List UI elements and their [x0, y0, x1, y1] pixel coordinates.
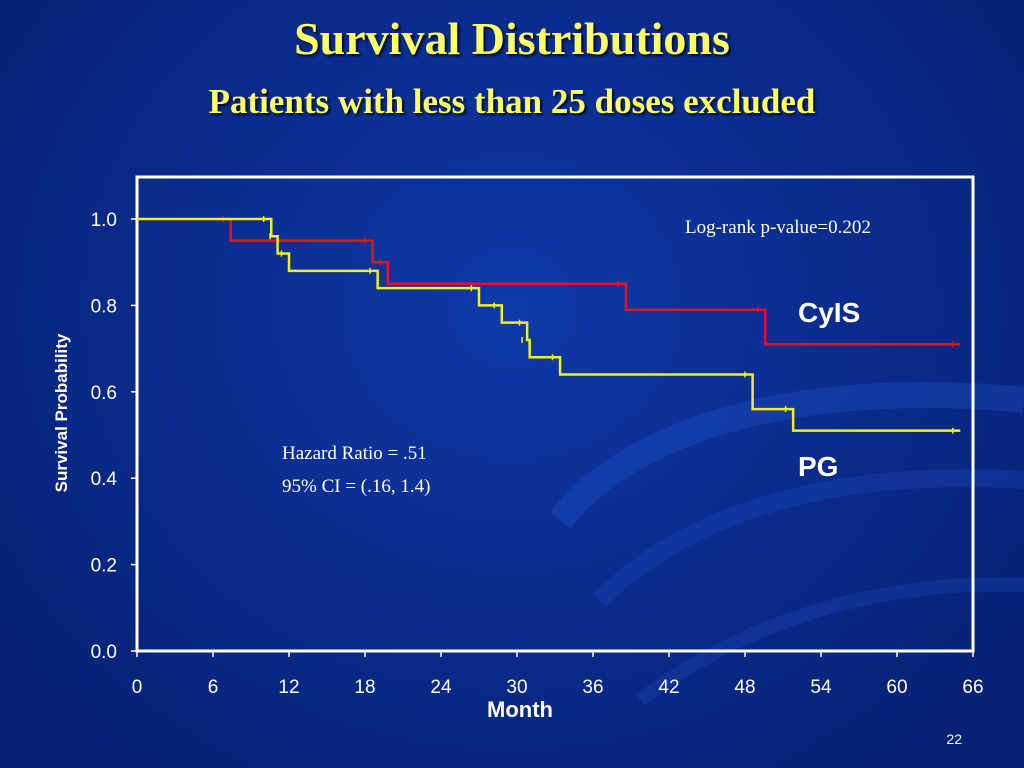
x-tick-label: 18: [354, 677, 375, 698]
y-tick-label: 0.4: [91, 469, 118, 490]
slide-number: 22: [946, 731, 962, 747]
series-layer: [137, 216, 961, 434]
x-tick-label: 6: [208, 677, 219, 698]
y-axis: 0.0 0.2 0.4 0.6 0.8 1.0: [91, 210, 137, 663]
series-label-cyls: CyIS: [798, 297, 860, 328]
ci-annotation: 95% CI = (.16, 1.4): [282, 476, 430, 497]
x-axis: 0 6 12 18 24 30 36 42 48 54 60 66: [132, 651, 984, 698]
x-tick-label: 30: [506, 677, 527, 698]
x-tick-label: 36: [582, 677, 603, 698]
slide-subtitle: Patients with less than 25 doses exclude…: [208, 82, 816, 121]
hazard-ratio-annotation: Hazard Ratio = .51: [282, 443, 427, 464]
x-tick-label: 54: [810, 677, 832, 698]
x-tick-label: 66: [962, 677, 983, 698]
slide-title: Survival Distributions: [294, 13, 730, 64]
logrank-annotation: Log-rank p-value=0.202: [685, 217, 871, 238]
series-label-pg: PG: [798, 451, 838, 482]
plot-frame: [135, 175, 975, 653]
y-tick-label: 0.6: [91, 383, 117, 404]
series-line-cyis: [137, 217, 961, 346]
y-axis-label: Survival Probability: [52, 333, 71, 492]
y-tick-label: 0.8: [91, 296, 117, 317]
series-line-pg: [137, 217, 961, 432]
x-tick-label: 42: [658, 677, 679, 698]
x-tick-label: 12: [278, 677, 299, 698]
y-tick-label: 0.2: [91, 556, 117, 577]
y-tick-label: 0.0: [91, 642, 117, 663]
x-axis-label: Month: [487, 697, 553, 722]
x-tick-label: 24: [430, 677, 452, 698]
x-tick-label: 48: [734, 677, 755, 698]
x-tick-label: 0: [132, 677, 143, 698]
y-tick-label: 1.0: [91, 210, 117, 231]
x-tick-label: 60: [886, 677, 907, 698]
